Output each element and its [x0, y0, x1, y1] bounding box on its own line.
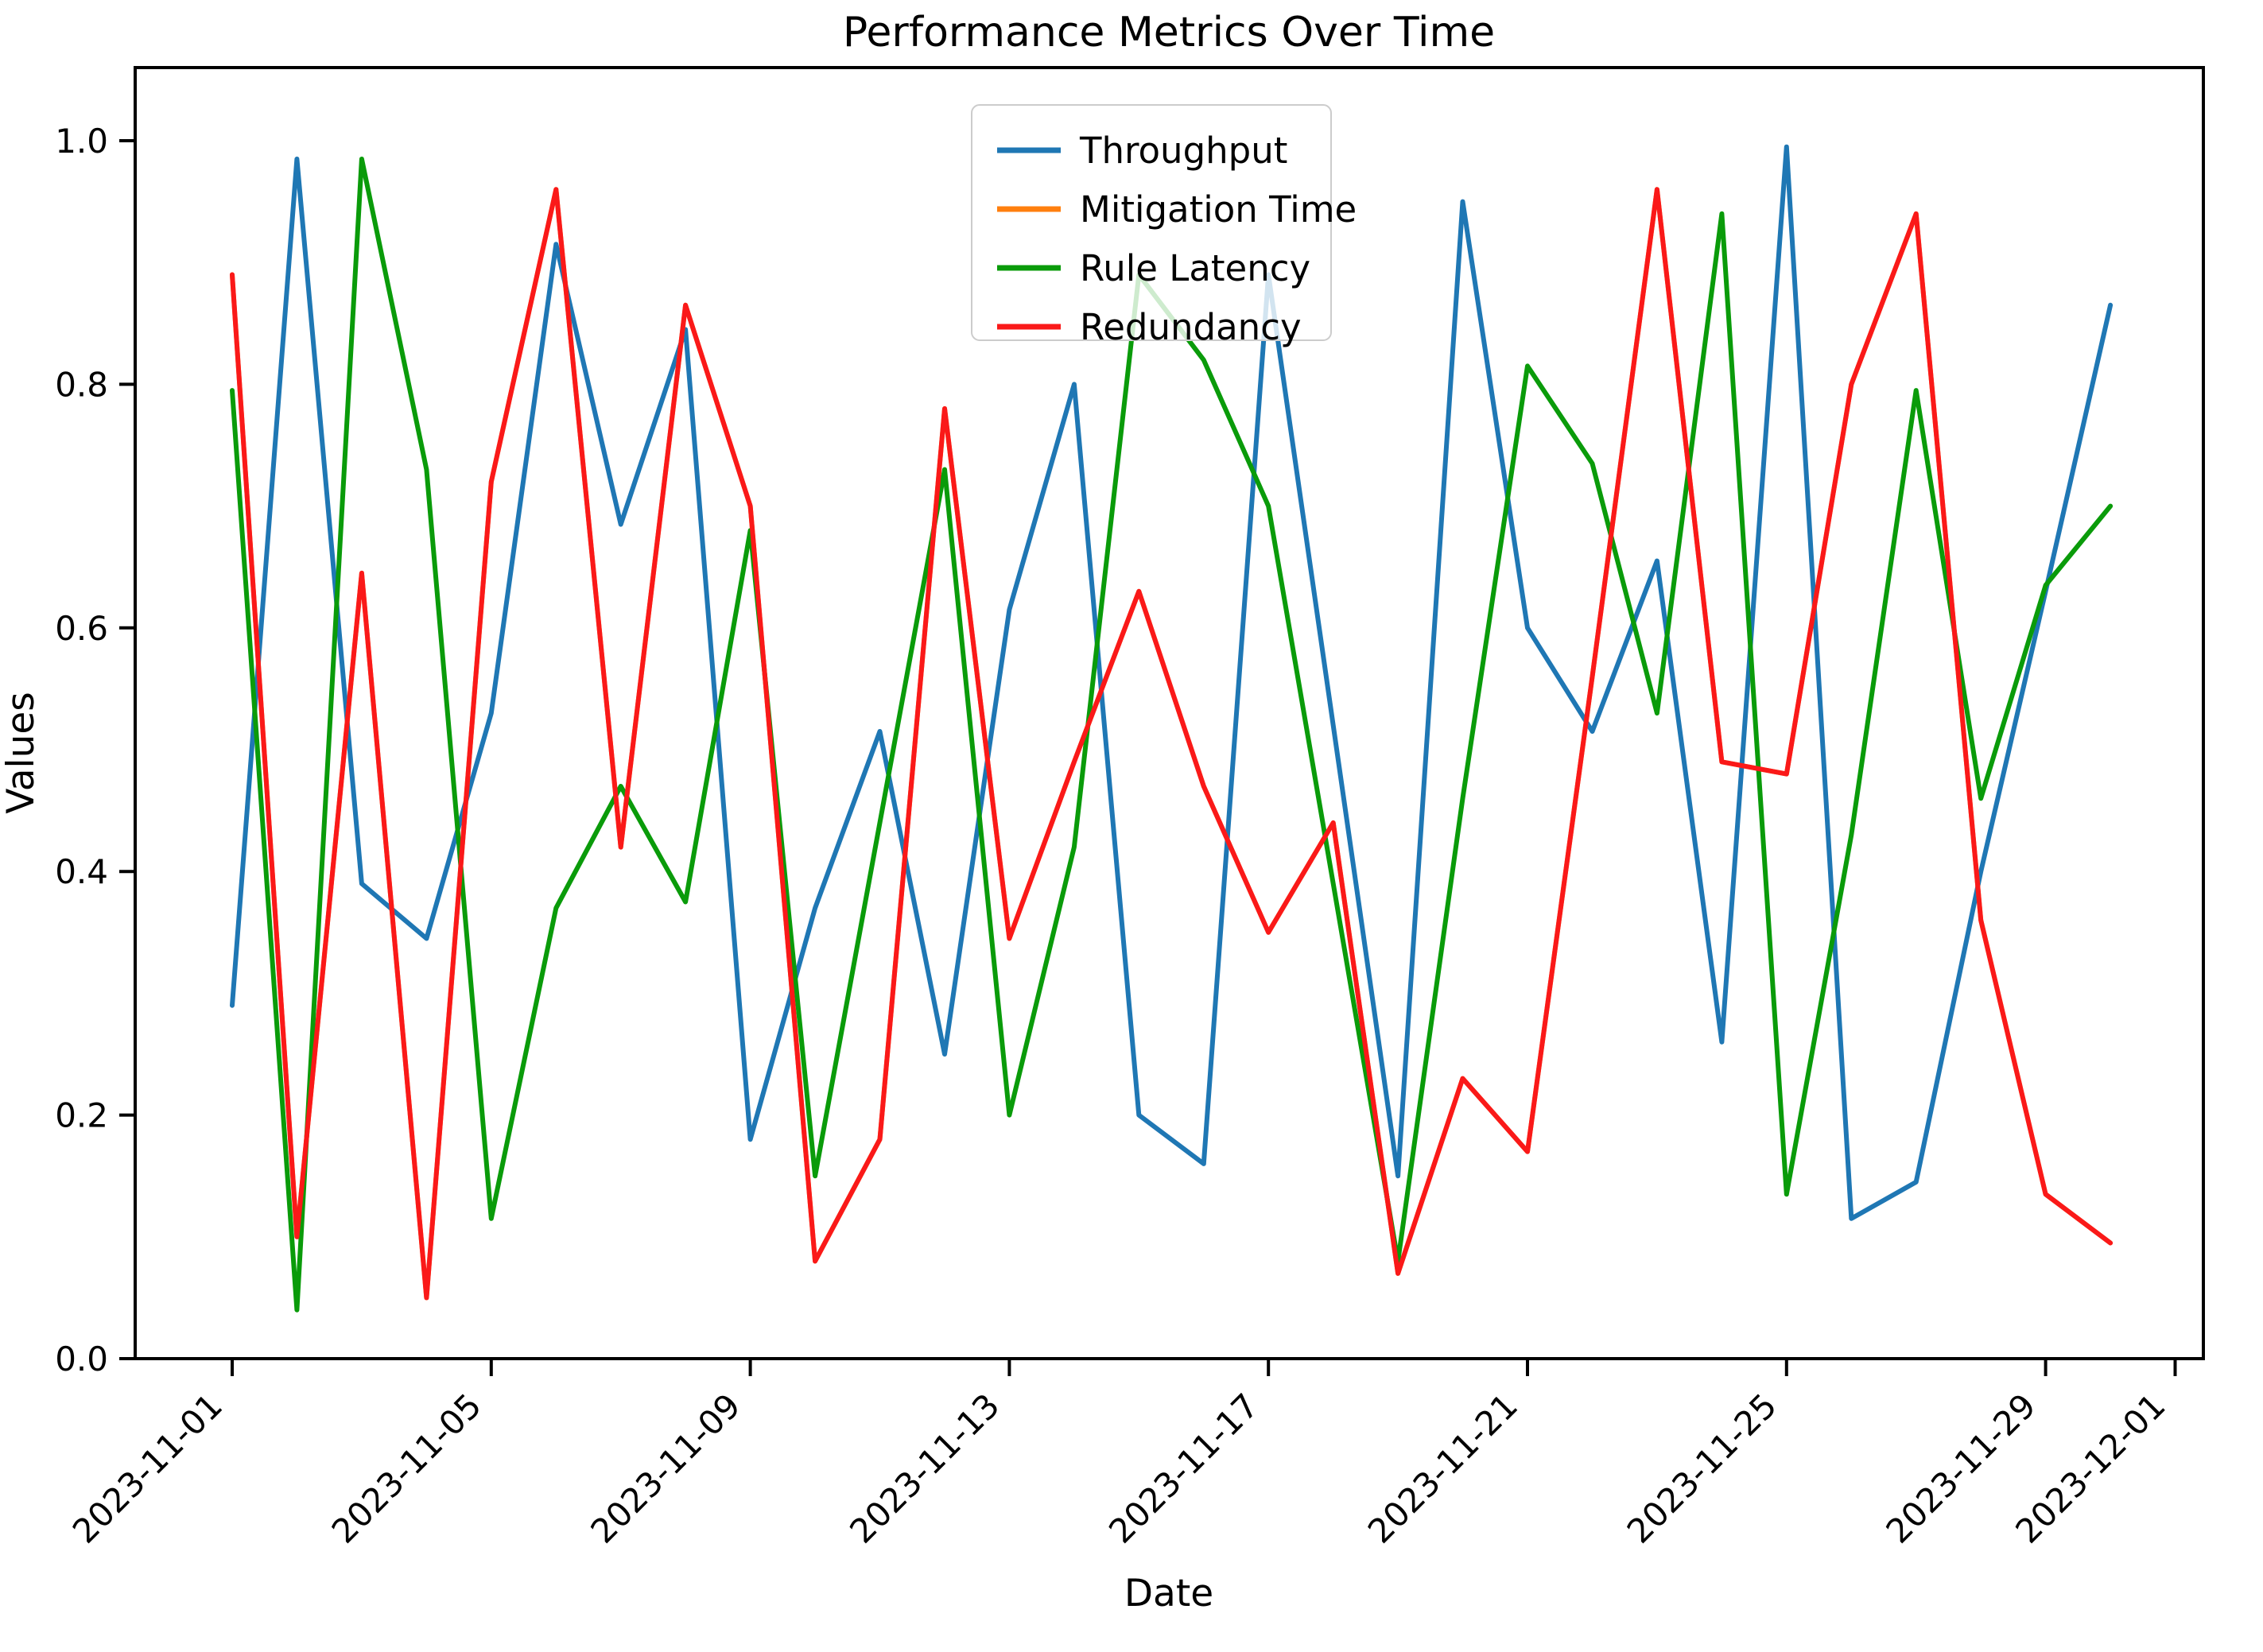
series-line-mitigation-time [230, 187, 2114, 1301]
chart-title: Performance Metrics Over Time [843, 9, 1495, 56]
legend-label: Throughput [1079, 130, 1287, 172]
x-tick-label: 2023-11-05 [324, 1386, 489, 1550]
y-tick-label: 1.0 [55, 122, 108, 161]
legend: Throughput Mitigation Time Rule Latency Red… [971, 104, 1357, 348]
legend-item-throughput: Throughput [997, 130, 1287, 172]
y-axis-title: Values [0, 692, 43, 814]
legend-item-mitigation-time: Mitigation Time [997, 188, 1357, 231]
y-tick-label: 0.0 [55, 1340, 108, 1379]
y-tick-label: 0.4 [55, 852, 108, 891]
y-tick-label: 0.8 [55, 365, 108, 404]
legend-box [971, 104, 1332, 341]
x-tick-label: 2023-11-21 [1361, 1386, 1525, 1550]
series-line-redundancy [230, 187, 2114, 1301]
x-tick-label: 2023-11-13 [842, 1386, 1007, 1550]
legend-label: Rule Latency [1080, 247, 1310, 289]
x-tick-label: 2023-11-17 [1101, 1386, 1266, 1550]
x-tick-label: 2023-11-09 [583, 1386, 747, 1550]
y-tick-label: 0.6 [55, 609, 108, 648]
legend-label: Mitigation Time [1080, 188, 1357, 231]
x-axis-title: Date [1124, 1572, 1213, 1615]
series-line-throughput [230, 144, 2114, 1221]
legend-item-redundancy: Redundancy [997, 306, 1302, 348]
legend-label: Redundancy [1080, 306, 1302, 348]
x-tick-label: 2023-11-01 [65, 1386, 230, 1550]
legend-item-rule-latency: Rule Latency [997, 247, 1310, 289]
x-tick-label: 2023-11-25 [1620, 1386, 1784, 1550]
plot-border [134, 66, 2205, 1360]
y-tick-label: 0.2 [55, 1096, 108, 1135]
